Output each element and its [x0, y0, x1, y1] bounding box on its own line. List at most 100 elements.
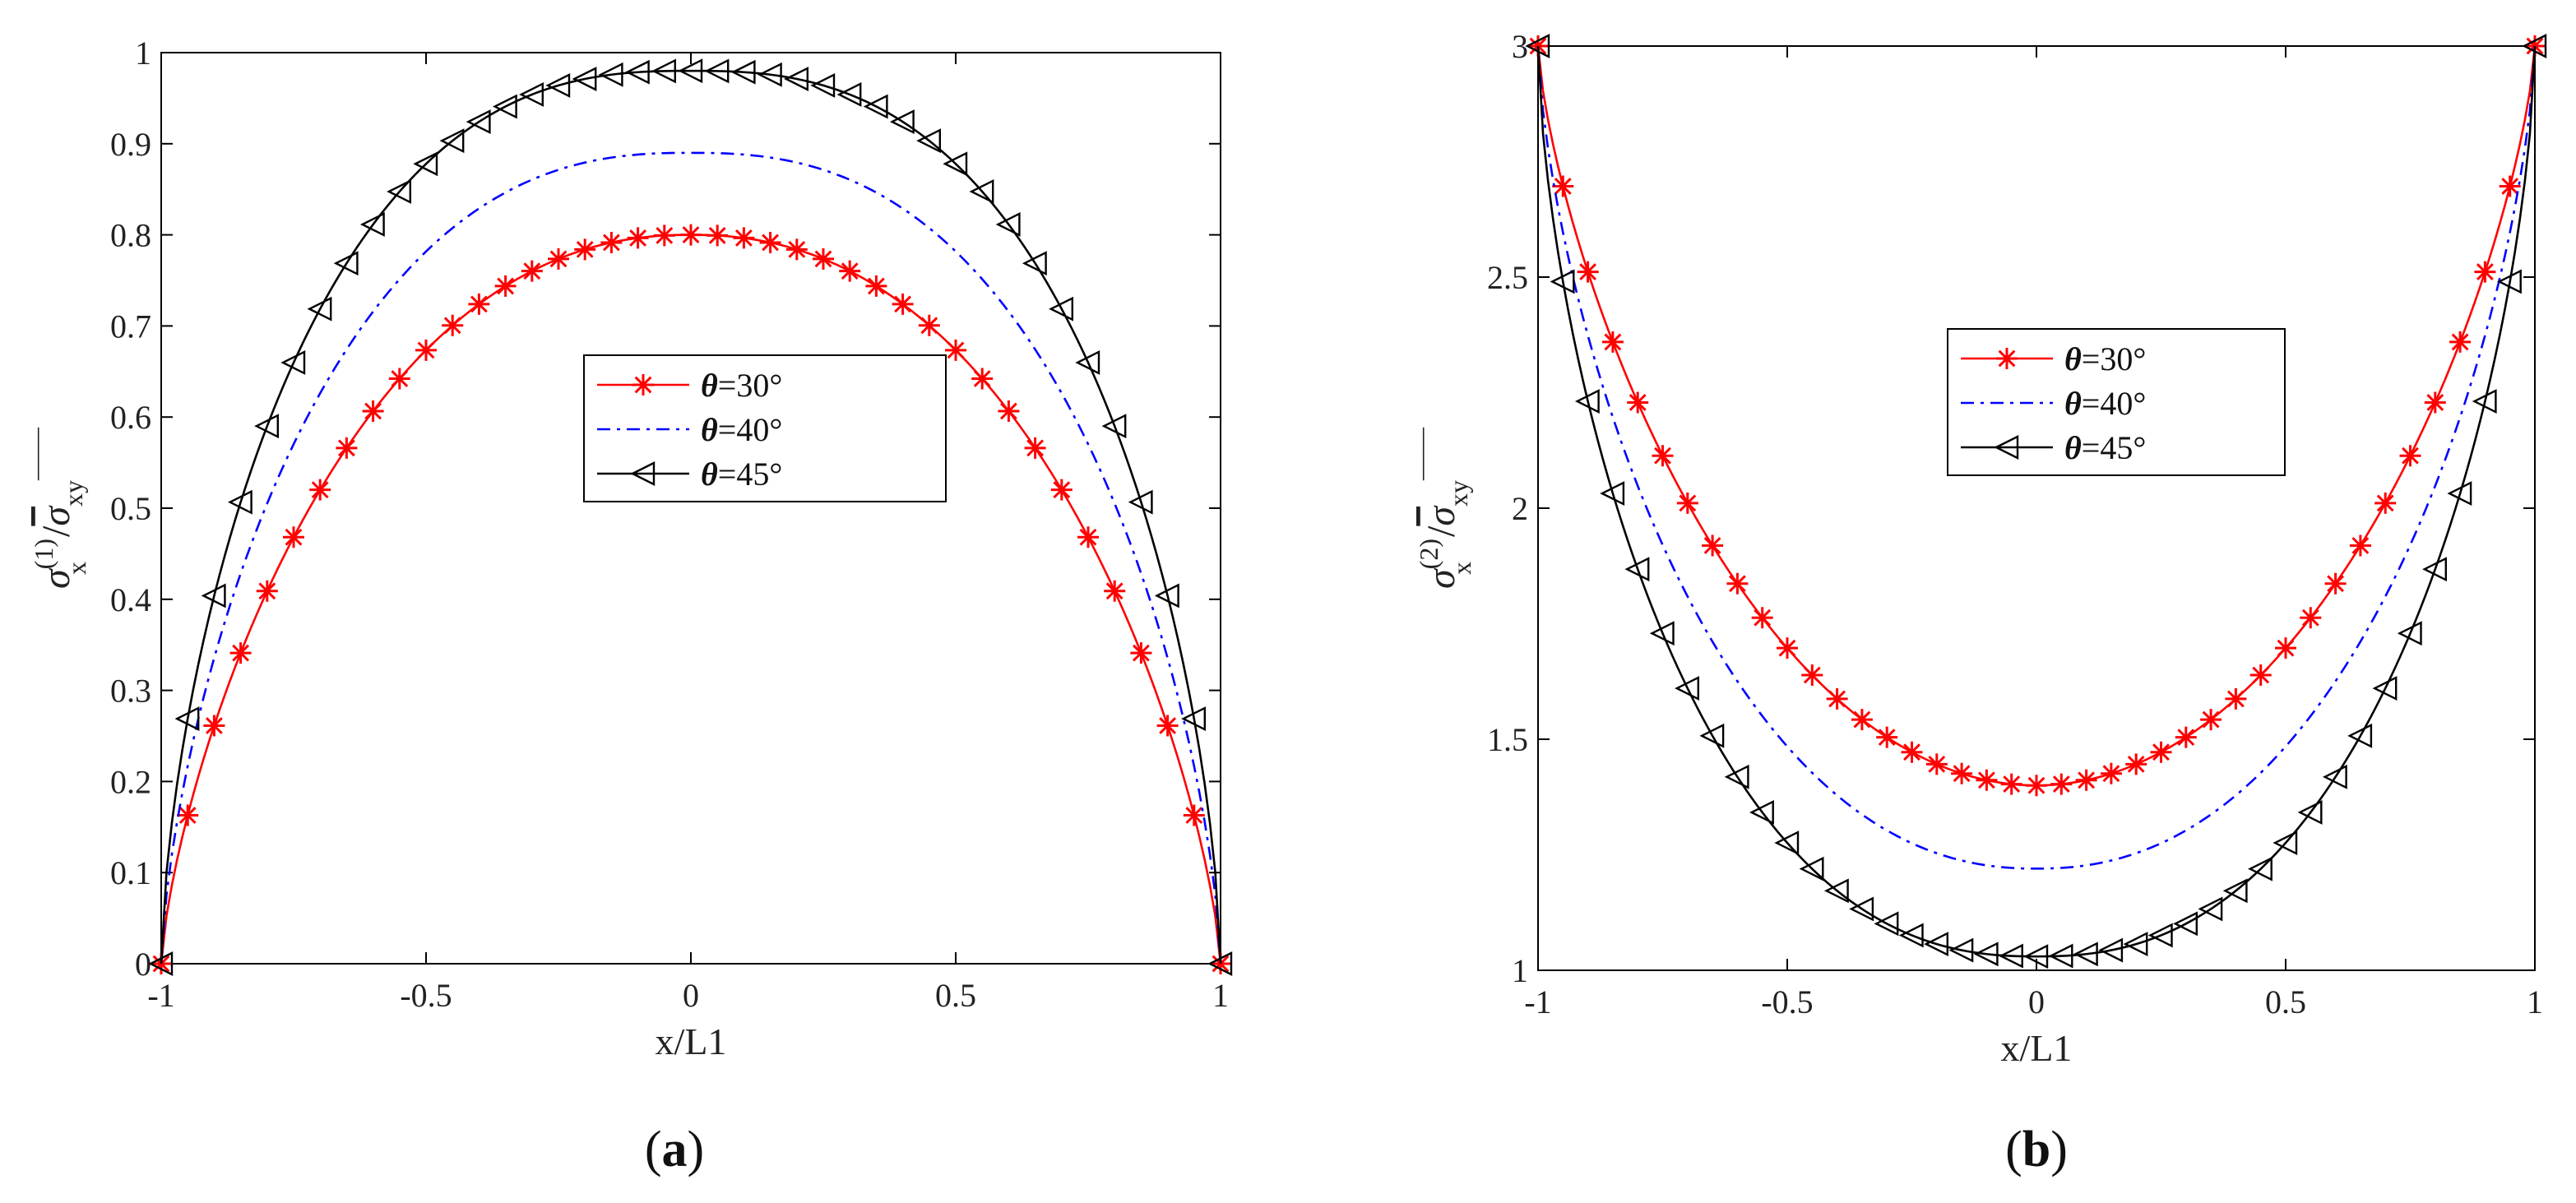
- y-label-sigma-den: σ: [1420, 505, 1463, 526]
- legend-label-1: θ=40°: [701, 411, 782, 448]
- series-marker-2: [1574, 389, 1600, 414]
- legend-value: =45°: [718, 456, 783, 493]
- series-marker-0: [1652, 445, 1674, 467]
- series-marker-0: [1702, 534, 1724, 557]
- series-marker-0: [2399, 445, 2421, 467]
- series-marker-0: [733, 227, 755, 249]
- series-marker-0: [785, 238, 808, 261]
- x-tick-label: 1: [2527, 983, 2543, 1020]
- series-marker-2: [810, 72, 836, 98]
- x-tick-label: 0.5: [935, 977, 976, 1014]
- y-tick-label: 0.3: [110, 673, 151, 710]
- series-1-group: [160, 151, 1222, 965]
- series-marker-2: [1898, 923, 1924, 948]
- legend-theta: θ: [701, 367, 718, 404]
- x-tick-label: -1: [147, 977, 174, 1014]
- series-marker-2: [2023, 944, 2049, 969]
- panel-label-letter: b: [2022, 1122, 2050, 1178]
- series-marker-0: [1627, 391, 1649, 414]
- series-marker-2: [1525, 34, 1550, 58]
- panel-label-letter: a: [662, 1122, 688, 1178]
- series-marker-0: [362, 400, 384, 423]
- series-marker-2: [2447, 481, 2472, 507]
- series-2-group: [148, 58, 1233, 976]
- y-label-subscript: x: [62, 562, 91, 575]
- series-marker-2: [1049, 296, 1074, 322]
- series-marker-2: [2372, 676, 2398, 701]
- series-marker-0: [680, 224, 702, 246]
- series-marker-2: [572, 67, 597, 91]
- series-marker-2: [2472, 389, 2497, 414]
- series-marker-0: [1925, 753, 1948, 775]
- series-marker-0: [918, 314, 940, 336]
- series-marker-0: [203, 715, 225, 737]
- y-label-slash: /: [1420, 525, 1463, 537]
- y-tick-label: 1: [135, 35, 151, 72]
- plot-area-frame: [160, 52, 1221, 965]
- series-marker-2: [1649, 621, 1675, 646]
- legend-marker-2: [1994, 435, 2019, 460]
- series-0-group: [1527, 35, 2546, 797]
- series-marker-0: [945, 339, 966, 361]
- x-tick-label: -1: [1524, 983, 1551, 1020]
- series-marker-2: [969, 179, 994, 204]
- series-marker-2: [2222, 878, 2248, 904]
- y-axis-label: σ(2) x/σxy——: [1406, 427, 1476, 589]
- series-marker-2: [1724, 764, 1749, 789]
- legend-value: =30°: [2082, 340, 2147, 377]
- legend: θ=30° θ=40° θ =45°: [583, 354, 947, 502]
- series-marker-2: [201, 583, 226, 608]
- series-marker-2: [624, 59, 650, 85]
- series-marker-2: [1207, 951, 1233, 976]
- series-marker-2: [784, 67, 808, 91]
- legend-marker-2: [630, 461, 656, 486]
- series-marker-2: [280, 350, 306, 375]
- series-marker-0: [2324, 572, 2347, 595]
- series-marker-2: [1799, 856, 1824, 881]
- series-marker-0: [1676, 492, 1698, 514]
- series-marker-2: [678, 58, 703, 84]
- series-marker-0: [2200, 709, 2222, 731]
- series-marker-2: [2147, 923, 2173, 948]
- series-marker-0: [892, 293, 914, 315]
- series-marker-0: [1901, 741, 1923, 763]
- series-marker-0: [442, 314, 464, 336]
- y-tick-label: 2: [1512, 490, 1528, 527]
- series-marker-0: [1050, 479, 1073, 501]
- series-marker-0: [1751, 607, 1773, 629]
- series-marker-2: [545, 72, 571, 98]
- series-marker-2: [889, 109, 915, 135]
- series-marker-0: [2125, 753, 2147, 775]
- series-marker-2: [995, 212, 1021, 237]
- series-marker-0: [2349, 534, 2371, 557]
- panel-label: (a): [645, 1122, 704, 1178]
- legend-value: =40°: [718, 411, 783, 448]
- series-marker-0: [1777, 637, 1798, 659]
- series-marker-0: [494, 275, 517, 297]
- x-tick-label: 0.5: [2265, 983, 2306, 1020]
- series-marker-2: [2123, 932, 2148, 957]
- series-marker-2: [1874, 911, 1899, 937]
- y-label-subscript: x: [1447, 562, 1476, 575]
- legend-label-0: θ=30°: [2064, 340, 2146, 377]
- legend-label-0: θ=30°: [701, 367, 782, 404]
- series-marker-2: [757, 62, 782, 87]
- series-marker-0: [1876, 726, 1898, 748]
- series-marker-0: [2449, 331, 2472, 353]
- panel-label-open: (: [2005, 1122, 2022, 1178]
- legend-value: =40°: [2082, 385, 2147, 422]
- series-marker-2: [2248, 856, 2273, 881]
- series-marker-0: [839, 260, 861, 282]
- series-marker-2: [2198, 896, 2223, 922]
- series-marker-0: [548, 248, 569, 270]
- y-label-slash: /: [35, 525, 78, 537]
- series-marker-2: [916, 128, 942, 154]
- series-marker-2: [1774, 831, 1800, 855]
- series-line-1: [1536, 45, 2537, 870]
- y-tick-label: 0.6: [110, 399, 151, 436]
- y-tick-label: 0.9: [110, 126, 151, 163]
- series-marker-0: [1552, 175, 1574, 197]
- series-marker-2: [1948, 937, 1974, 963]
- series-marker-0: [388, 368, 410, 390]
- series-marker-0: [1077, 526, 1099, 548]
